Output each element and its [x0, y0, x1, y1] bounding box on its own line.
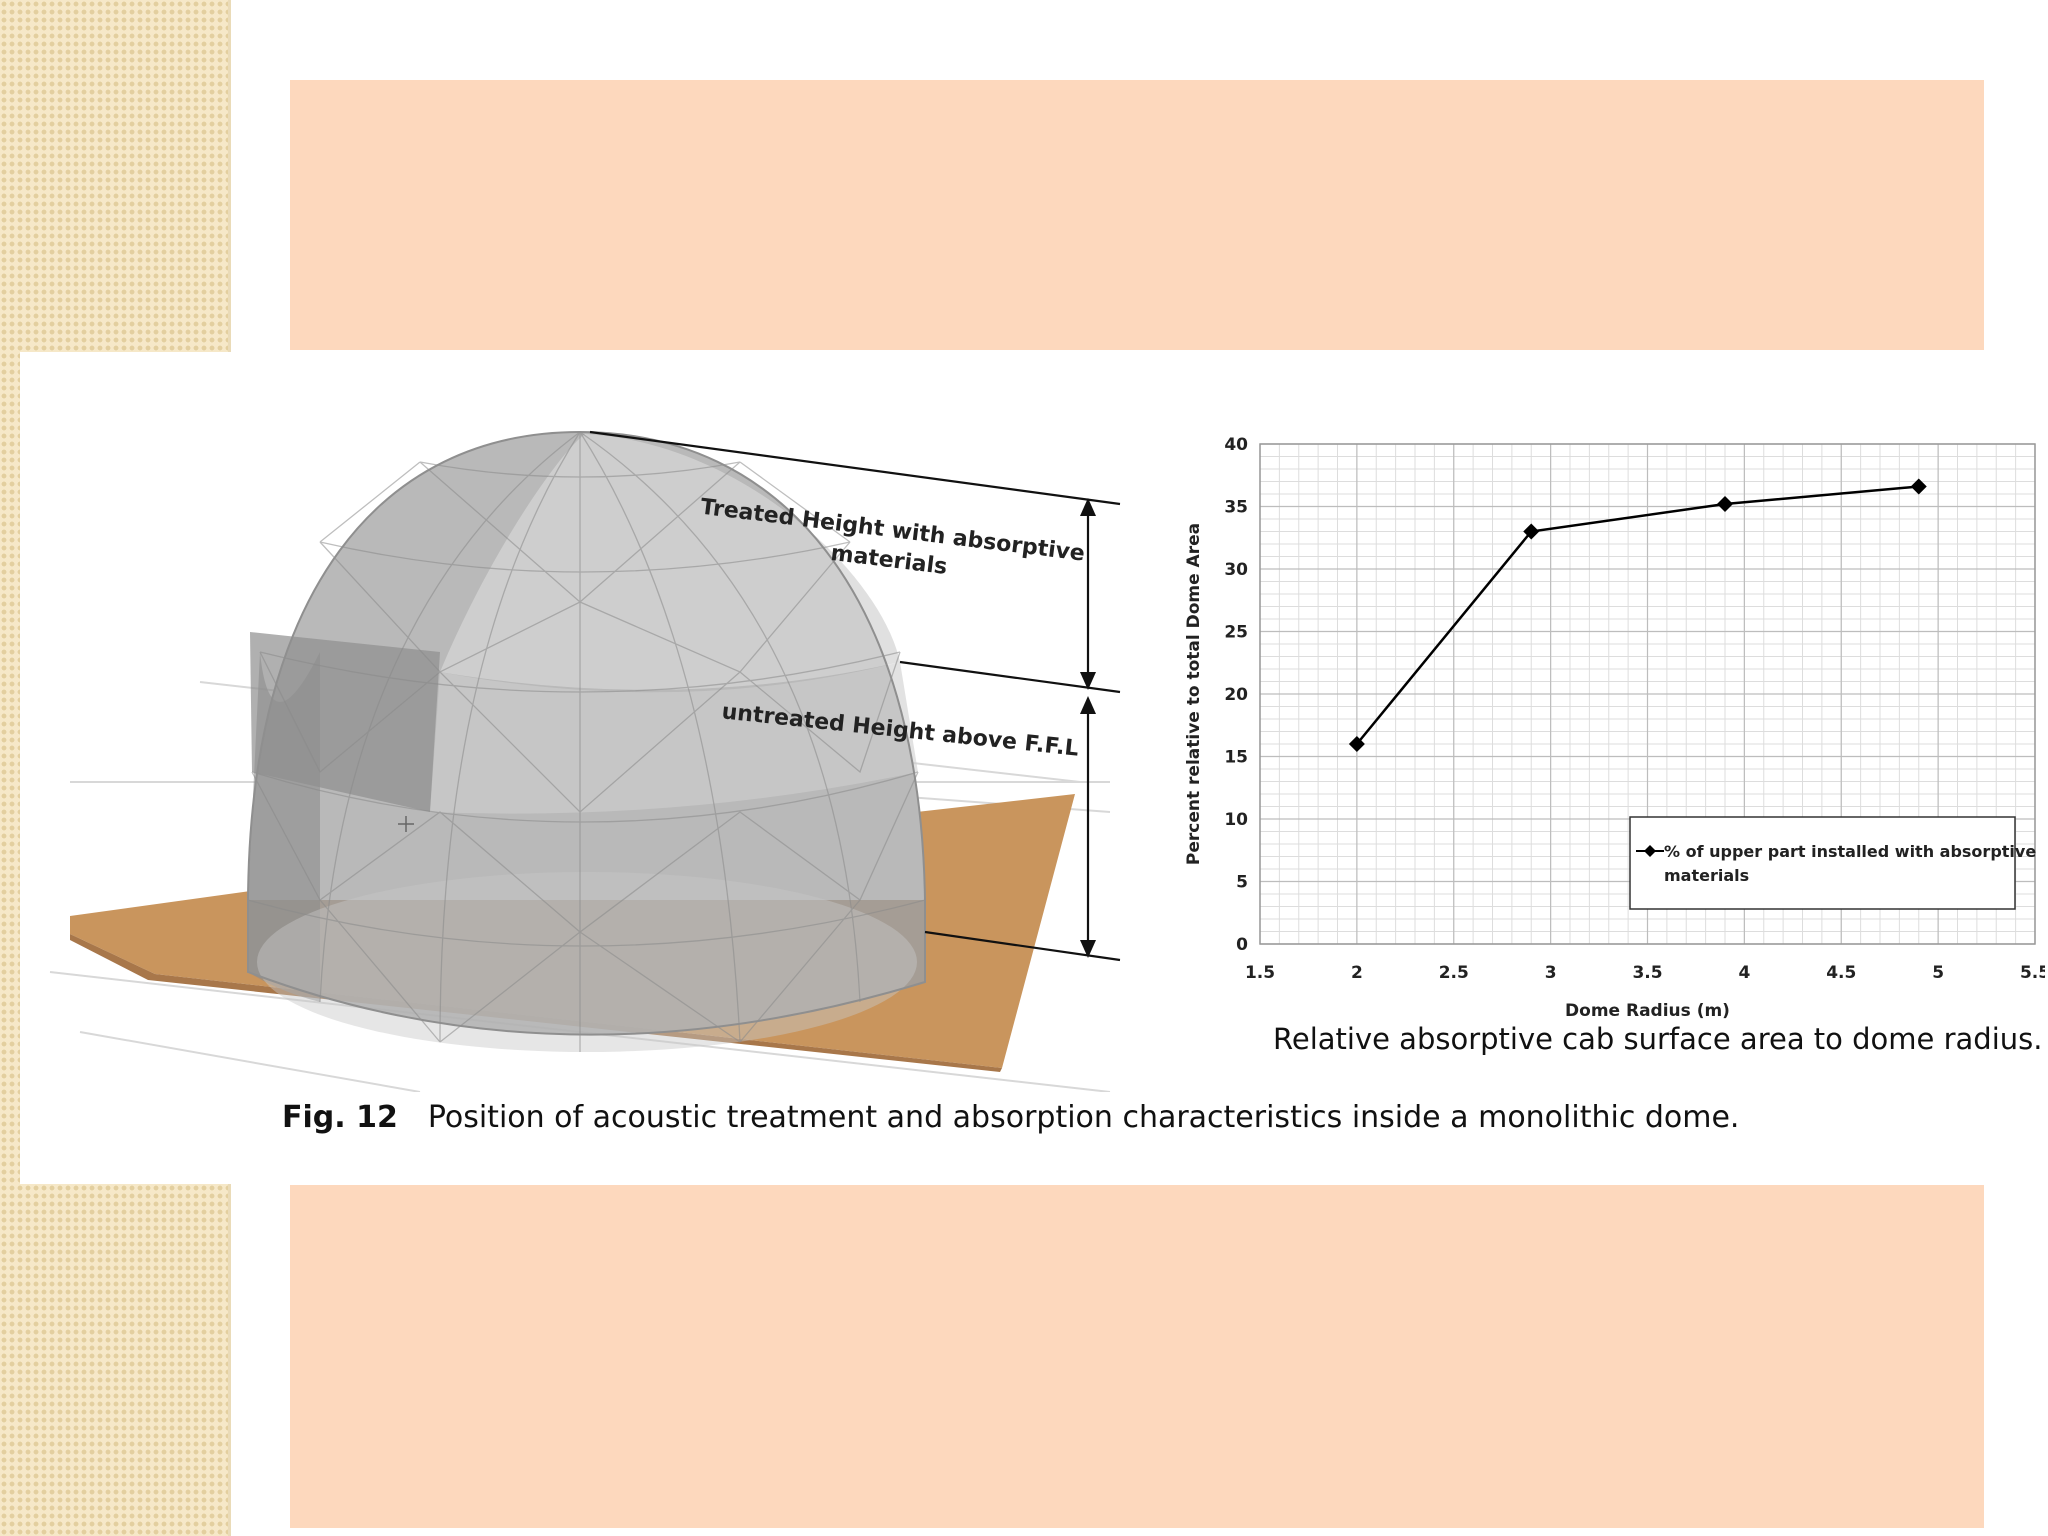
y-tick-label: 40	[1224, 435, 1248, 455]
legend-label: % of upper part installed with absorptiv…	[1664, 842, 2036, 861]
x-tick-label: 3	[1545, 963, 1557, 983]
y-tick-label: 25	[1224, 623, 1248, 643]
x-tick-label: 3.5	[1632, 963, 1662, 983]
y-tick-label: 20	[1224, 685, 1248, 705]
y-axis-title: Percent relative to total Dome Area	[1184, 523, 1204, 865]
chart-caption: Relative absorptive cab surface area to …	[1273, 1022, 2043, 1056]
data-point-marker	[1523, 523, 1540, 540]
x-axis-ticks: 1.5 2 2.5 3 3.5 4 4.5 5 5.5	[1245, 963, 2045, 983]
data-point-marker	[1348, 736, 1365, 752]
legend-marker	[1644, 845, 1656, 857]
x-tick-label: 5	[1932, 963, 1944, 983]
legend-box	[1629, 816, 2016, 910]
x-tick-label: 5.5	[2020, 963, 2045, 983]
series-line	[1355, 485, 1919, 745]
y-tick-label: 0	[1236, 935, 1248, 955]
bottom-color-band	[290, 1185, 1984, 1528]
chart-series	[1348, 478, 1927, 752]
chart-legend: % of upper part installed with absorptiv…	[1629, 816, 2036, 910]
dome-shape	[247, 430, 926, 1052]
data-point-marker	[1717, 496, 1733, 512]
dimension-arrows	[1080, 498, 1096, 958]
figure-caption: Fig. 12 Position of acoustic treatment an…	[282, 1100, 1739, 1135]
x-tick-label: 4	[1738, 963, 1750, 983]
figure-card: Treated Height with absorptive materials…	[20, 352, 2048, 1184]
plot-area-border	[1259, 443, 2036, 945]
dimension-lines	[589, 430, 1121, 962]
data-point-marker	[1910, 478, 1927, 495]
y-tick-label: 15	[1224, 748, 1248, 768]
y-tick-label: 30	[1224, 560, 1248, 580]
figure-caption-text: Position of acoustic treatment and absor…	[427, 1100, 1740, 1135]
x-tick-label: 1.5	[1245, 963, 1275, 983]
x-tick-label: 2	[1351, 963, 1363, 983]
dome-illustration: Treated Height with absorptive materials…	[49, 430, 1121, 1092]
x-axis-title: Dome Radius (m)	[1565, 1001, 1730, 1021]
x-tick-label: 2.5	[1439, 963, 1469, 983]
y-axis-ticks: 0 5 10 15 20 25 30 35 40	[1224, 435, 1248, 955]
y-tick-label: 10	[1224, 810, 1248, 830]
line-chart: 0 5 10 15 20 25 30 35 40 1.5 2 2.5 3 3.5 4 4.5 5 5.5 Dom…	[1184, 435, 2045, 1021]
top-color-band	[290, 80, 1984, 350]
x-tick-label: 4.5	[1826, 963, 1856, 983]
y-tick-label: 35	[1224, 498, 1248, 518]
y-tick-label: 5	[1236, 873, 1248, 893]
figure-label: Fig. 12	[282, 1100, 398, 1135]
legend-label-line2: materials	[1664, 866, 1749, 885]
